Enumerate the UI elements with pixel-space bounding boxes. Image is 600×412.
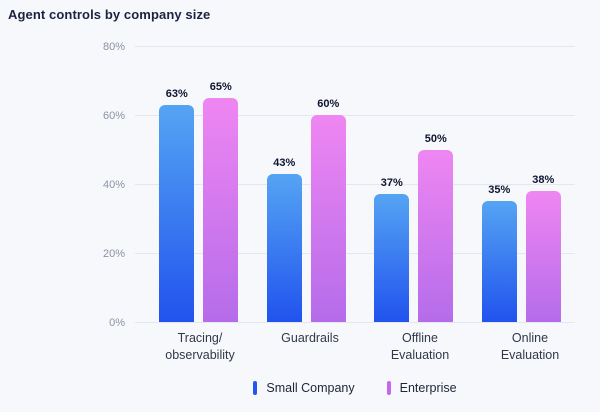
bar-small-company[interactable]: 43% bbox=[266, 157, 302, 322]
category-label: Online Evaluation bbox=[475, 330, 585, 364]
bar-enterprise[interactable]: 60% bbox=[310, 98, 346, 322]
bar-enterprise[interactable]: 38% bbox=[525, 174, 561, 322]
bar-enterprise[interactable]: 50% bbox=[418, 133, 454, 322]
bar-small-company[interactable]: 35% bbox=[481, 184, 517, 322]
y-tick-label: 60% bbox=[102, 109, 125, 122]
gridline: 20% bbox=[103, 248, 575, 260]
y-tick-label: 20% bbox=[102, 247, 125, 260]
y-tick-label: 80% bbox=[102, 40, 125, 53]
legend-item-enterprise[interactable]: Enterprise bbox=[386, 381, 457, 395]
category-label-line: Tracing/ bbox=[177, 331, 223, 345]
bar-group: 37% 50% bbox=[360, 46, 468, 322]
gridline: 80% bbox=[103, 41, 575, 53]
bar-group: 43% 60% bbox=[253, 46, 361, 322]
bar-value-label: 65% bbox=[209, 80, 232, 93]
plot-area: 80% 60% 40% 20% 0% 63% 65% 43% 60% 37% 50% 35% 38% bbox=[103, 41, 575, 329]
category-label-line: Evaluation bbox=[390, 348, 450, 362]
chart-title: Agent controls by company size bbox=[8, 7, 211, 22]
legend: Small Company Enterprise bbox=[135, 381, 575, 395]
bar-group: 35% 38% bbox=[468, 46, 576, 322]
bar-small-company[interactable]: 37% bbox=[374, 177, 410, 322]
bar-value-label: 50% bbox=[424, 132, 447, 145]
category-label-line: Guardrails bbox=[281, 331, 339, 345]
category-label: Tracing/observability bbox=[145, 330, 255, 364]
category-label-line: Evaluation bbox=[500, 348, 560, 362]
category-label: Offline Evaluation bbox=[365, 330, 475, 364]
bar-value-label: 63% bbox=[165, 87, 188, 100]
category-label-line: Online bbox=[511, 331, 549, 345]
bar-value-label: 35% bbox=[488, 184, 511, 197]
bar-value-label: 38% bbox=[532, 173, 555, 186]
gridline: 40% bbox=[103, 179, 575, 191]
x-axis-labels: Tracing/observability Guardrails Offline Ev… bbox=[145, 330, 585, 364]
y-tick-label: 0% bbox=[109, 316, 125, 329]
category-label-line: observability bbox=[165, 348, 235, 362]
bar-groups: 63% 65% 43% 60% 37% 50% 35% 38% bbox=[145, 46, 575, 322]
legend-label: Enterprise bbox=[399, 381, 457, 395]
legend-item-small-company[interactable]: Small Company bbox=[253, 381, 355, 395]
bar-small-company[interactable]: 63% bbox=[159, 88, 195, 322]
bar-group: 63% 65% bbox=[145, 46, 253, 322]
bar-value-label: 60% bbox=[317, 98, 340, 110]
gridline: 60% bbox=[103, 110, 575, 122]
legend-label: Small Company bbox=[266, 381, 355, 395]
category-label-line: Offline bbox=[402, 331, 438, 345]
category-label: Guardrails bbox=[255, 330, 365, 364]
gridline: 0% bbox=[109, 317, 575, 329]
legend-marker-icon bbox=[386, 381, 391, 395]
bar-value-label: 37% bbox=[380, 177, 403, 190]
y-tick-label: 40% bbox=[102, 178, 125, 191]
legend-marker-icon bbox=[253, 381, 258, 395]
bar-enterprise[interactable]: 65% bbox=[203, 81, 239, 322]
bar-value-label: 43% bbox=[273, 156, 296, 169]
